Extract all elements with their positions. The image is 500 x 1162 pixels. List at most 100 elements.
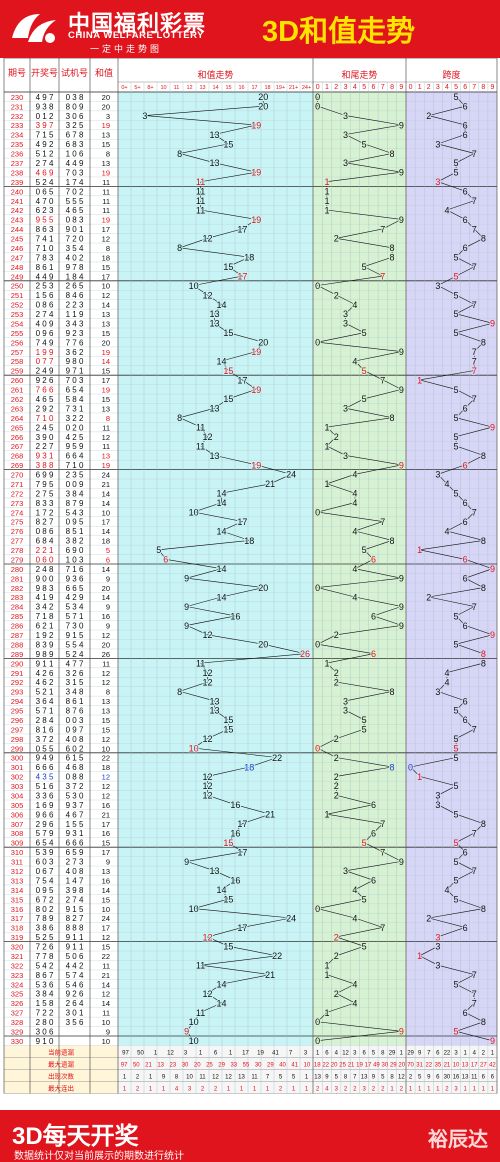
span-digit-label: 0	[409, 84, 413, 91]
trial-number: 9 7 8	[66, 263, 84, 272]
stat-sum-value: 6	[214, 1050, 218, 1056]
stat-span-value: 1	[491, 1086, 495, 1092]
draw-number: 3 7 2	[36, 735, 54, 744]
sum-value: 8	[106, 414, 110, 423]
period-number: 312	[11, 867, 24, 876]
sum-point: 6	[163, 555, 168, 565]
stat-tail-value: 25	[339, 1062, 346, 1068]
span-point: 8	[481, 451, 486, 461]
sum-bin-label: 13	[199, 85, 205, 91]
span-point: 7	[472, 347, 477, 357]
span-point: 6	[463, 621, 468, 631]
span-point: 3	[435, 942, 440, 952]
trial-number: 3 8 2	[66, 537, 84, 546]
stat-sum-value: 50	[133, 1062, 140, 1068]
draw-number: 2 2 1	[36, 546, 54, 555]
stat-sum-value: 1	[227, 1086, 231, 1092]
stat-span-value: 35	[435, 1062, 442, 1068]
tail-point: 0	[315, 743, 320, 753]
period-number: 315	[11, 895, 24, 904]
tail-point: 7	[380, 517, 385, 527]
trial-number: 9 1 5	[66, 905, 84, 914]
tail-point: 2	[334, 734, 339, 744]
stat-span-value: 13	[462, 1074, 469, 1080]
draw-number: 2 7 4	[36, 159, 54, 168]
stat-span-value: 30	[444, 1074, 451, 1080]
sum-value: 18	[102, 537, 110, 546]
sum-value: 13	[102, 452, 110, 461]
sum-point: 19	[251, 120, 261, 130]
draw-number: 2 4 8	[36, 565, 54, 574]
span-point: 8	[481, 904, 486, 914]
stat-sum-value: 1	[292, 1086, 296, 1092]
draw-number: 7 2 2	[36, 1009, 54, 1018]
period-number: 237	[11, 159, 24, 168]
sum-point: 12	[203, 677, 213, 687]
tail-point: 1	[324, 441, 329, 451]
sum-bin-label: 0+	[121, 85, 127, 91]
stat-tail-value: 12	[398, 1074, 405, 1080]
period-number: 287	[11, 631, 24, 640]
stat-span-value: 6	[482, 1074, 486, 1080]
period-number: 307	[11, 820, 24, 829]
draw-number: 5 2 4	[36, 178, 54, 187]
tail-point: 4	[352, 979, 357, 989]
span-point: 6	[463, 517, 468, 527]
sum-point: 18	[244, 536, 254, 546]
stat-tail-value: 7	[353, 1074, 357, 1080]
trial-number: 4 7 7	[66, 659, 84, 668]
draw-number: 0 8 6	[36, 527, 54, 536]
trial-number: 8 5 1	[66, 527, 84, 536]
trial-number: 0 8 8	[66, 773, 84, 782]
draw-number: 4 2 6	[36, 669, 54, 678]
span-digit-label: 7	[472, 84, 476, 91]
tail-point: 8	[390, 536, 395, 546]
period-number: 244	[11, 225, 24, 234]
draw-number: 3 0 6	[36, 1027, 54, 1036]
span-point: 7	[472, 989, 477, 999]
tail-point: 0	[315, 1036, 320, 1046]
sum-point: 12	[203, 668, 213, 678]
sum-value: 15	[102, 895, 110, 904]
tail-point: 3	[343, 158, 348, 168]
span-digit-label: 5	[454, 84, 458, 91]
period-number: 297	[11, 725, 24, 734]
draw-number: 2 7 4	[36, 310, 54, 319]
tail-point: 1	[324, 1008, 329, 1018]
tail-point: 5	[362, 394, 367, 404]
stat-tail-value: 3	[353, 1050, 357, 1056]
trial-number: 4 6 7	[66, 810, 84, 819]
sum-value: 15	[102, 839, 110, 848]
draw-number: 6 5 4	[36, 839, 54, 848]
draw-number: 1 9 9	[36, 348, 54, 357]
period-number: 274	[11, 508, 24, 517]
header-trial-number: 试机号	[61, 67, 88, 78]
sum-point: 13	[209, 706, 219, 716]
tail-point: 3	[343, 451, 348, 461]
period-number: 303	[11, 782, 24, 791]
stat-tail-value: 2	[353, 1086, 357, 1092]
period-number: 317	[11, 914, 24, 923]
sum-point: 21	[265, 479, 275, 489]
sum-value: 22	[102, 952, 110, 961]
tail-point: 6	[371, 555, 376, 565]
sum-value: 12	[102, 990, 110, 999]
stat-span-value: 5	[418, 1074, 422, 1080]
span-point: 5	[454, 895, 459, 905]
period-number: 243	[11, 216, 24, 225]
sum-point: 9	[184, 602, 189, 612]
span-point: 5	[454, 92, 459, 102]
span-point: 5	[454, 857, 459, 867]
span-point: 5	[454, 743, 459, 753]
sum-value: 13	[102, 319, 110, 328]
draw-number: 7 1 8	[36, 612, 54, 621]
sum-value: 16	[102, 876, 110, 885]
span-point: 5	[454, 753, 459, 763]
tail-point: 8	[390, 413, 395, 423]
span-point: 7	[472, 149, 477, 159]
draw-number: 0 6 0	[36, 555, 54, 564]
span-point: 5	[454, 432, 459, 442]
stat-span-value: 1	[463, 1086, 467, 1092]
draw-number: 4 9 7	[36, 93, 54, 102]
period-number: 310	[11, 848, 24, 857]
